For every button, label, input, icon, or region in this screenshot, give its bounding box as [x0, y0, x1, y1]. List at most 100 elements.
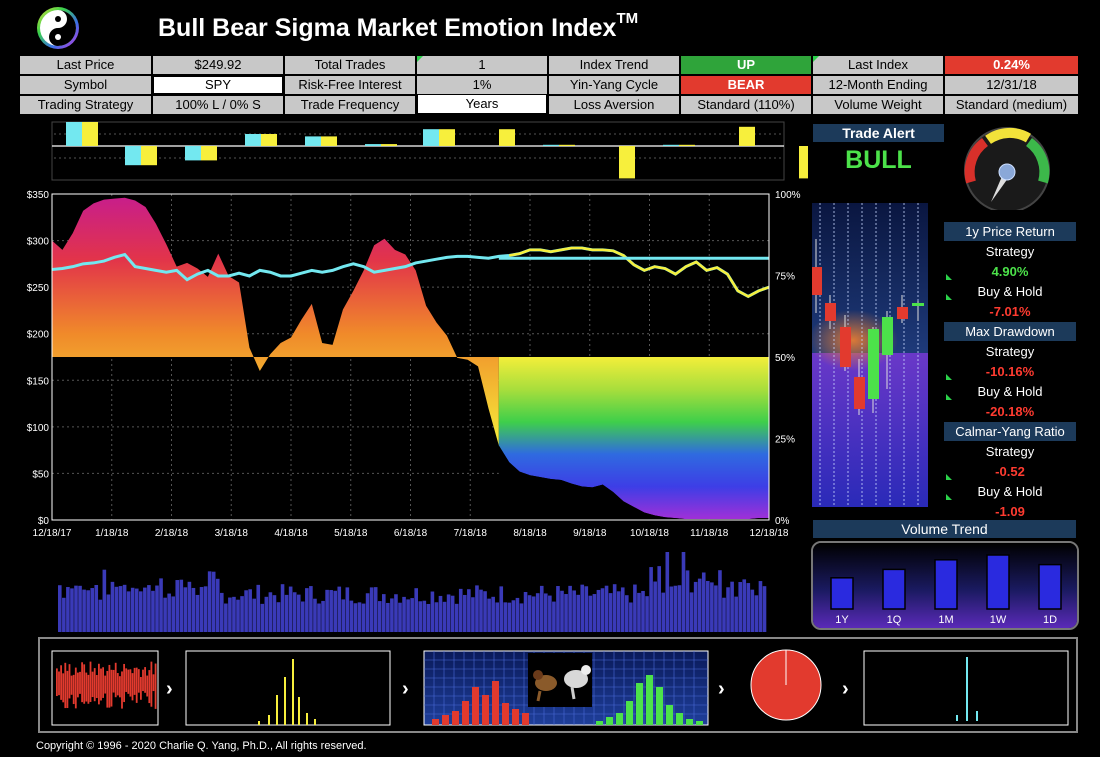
info-table: Last Price $249.92 Total Trades 1 Index …	[20, 56, 1078, 114]
volume-bar	[155, 585, 159, 632]
volume-bar	[458, 588, 463, 632]
risk-free-value[interactable]: 1%	[417, 76, 547, 94]
total-trades-label: Total Trades	[285, 56, 415, 74]
noise-bar	[89, 661, 92, 702]
price-line	[508, 246, 769, 298]
y-axis-label-right: 0%	[775, 516, 790, 527]
volume-bar	[576, 594, 580, 632]
distribution-bar	[284, 677, 286, 725]
monthly-return-bars	[18, 118, 815, 184]
page-title: Bull Bear Sigma Market Emotion IndexTM	[158, 10, 638, 43]
volume-bar	[203, 586, 208, 632]
volume-bar	[746, 583, 751, 632]
volume-bar	[98, 599, 103, 632]
volume-bar	[369, 587, 374, 632]
volume-bar	[151, 590, 155, 632]
strategy-value[interactable]: 100% L / 0% S	[153, 96, 283, 114]
buyhold-month-bar	[201, 146, 217, 161]
distribution-bar	[298, 697, 300, 725]
volume-bar	[167, 593, 171, 632]
distribution-bar	[314, 719, 316, 725]
y-axis-label-left: $100	[27, 423, 50, 434]
volume-bar	[596, 589, 601, 632]
volume-bar	[321, 600, 325, 632]
y-axis-label-left: $250	[27, 283, 50, 294]
bull-bar	[666, 705, 673, 725]
bull-bar	[646, 675, 653, 725]
buyhold-month-bar	[619, 146, 635, 179]
noise-bar	[98, 663, 100, 705]
y-axis-label-right: 100%	[775, 190, 801, 201]
volume-bar	[183, 587, 188, 632]
volume-trend-bar	[934, 559, 958, 610]
volume-bar	[122, 584, 127, 632]
volume-bar	[386, 602, 390, 632]
noise-bar	[114, 662, 117, 698]
volume-bar	[426, 603, 431, 632]
volume-bar	[446, 594, 451, 632]
distribution-bar	[292, 659, 294, 725]
volume-bar	[539, 585, 544, 632]
bull-bar	[616, 713, 623, 725]
bear-region-area	[498, 357, 769, 520]
bear-bar	[512, 709, 519, 725]
volume-weight-label: Volume Weight	[813, 96, 943, 114]
volume-bar	[560, 590, 564, 632]
svg-text:›: ›	[842, 678, 849, 700]
volume-bar	[669, 586, 674, 632]
volume-bar	[701, 572, 706, 632]
symbol-input[interactable]: SPY	[153, 76, 283, 94]
y-axis-label-left: $50	[32, 469, 49, 480]
volume-trend-bar	[986, 554, 1010, 610]
volume-bar	[102, 569, 107, 632]
volume-trend-label: 1Y	[835, 614, 849, 626]
buyhold-month-bar	[499, 129, 515, 146]
volume-bar	[689, 592, 694, 632]
loss-aversion-value[interactable]: Standard (110%)	[681, 96, 811, 114]
month-ending-value[interactable]: 12/31/18	[945, 76, 1078, 94]
calmar-strategy-value: -0.52	[944, 462, 1076, 482]
last-index-label-text: Last Index	[848, 57, 908, 72]
volume-weight-value[interactable]: Standard (medium)	[945, 96, 1078, 114]
volume-bar	[361, 603, 366, 632]
strategy-month-bar	[185, 146, 201, 161]
note-marker-icon	[946, 474, 952, 480]
volume-bar	[390, 598, 394, 632]
stats-panel: 1y Price Return Strategy 4.90% Buy & Hol…	[944, 222, 1076, 520]
volume-bar	[544, 593, 548, 632]
distribution-bar	[306, 713, 308, 725]
bear-bar	[522, 713, 529, 725]
noise-bar	[64, 662, 67, 709]
volume-bar	[373, 587, 378, 632]
volume-bar	[301, 601, 305, 632]
volume-bar	[568, 585, 572, 632]
volume-bar	[139, 591, 143, 632]
volume-bar	[693, 581, 698, 632]
volume-bar	[450, 595, 455, 632]
noise-bar	[93, 668, 96, 702]
bear-bar	[502, 703, 509, 725]
x-axis-label: 2/18/18	[155, 528, 189, 539]
volume-bar	[118, 586, 123, 632]
volume-bar	[535, 593, 540, 632]
volume-bar	[471, 597, 475, 632]
bear-bar	[472, 687, 479, 725]
volume-histogram	[48, 548, 768, 632]
frequency-select[interactable]: Years	[417, 94, 547, 114]
volume-bar	[272, 595, 277, 632]
total-trades-text: 1	[478, 57, 486, 72]
volume-bar	[422, 600, 427, 632]
volume-trend-label: 1Q	[887, 614, 902, 626]
volume-bar	[762, 586, 767, 632]
noise-bar	[142, 669, 144, 692]
noise-bar	[112, 669, 115, 693]
volume-bar	[90, 588, 94, 632]
volume-bar	[394, 594, 398, 632]
noise-bar	[110, 669, 113, 707]
noise-bar	[119, 676, 121, 698]
buyhold-month-bar	[679, 144, 695, 146]
volume-bar	[317, 603, 321, 632]
x-axis-label: 7/18/18	[454, 528, 488, 539]
volume-bar	[305, 588, 309, 632]
volume-bar	[276, 602, 281, 632]
